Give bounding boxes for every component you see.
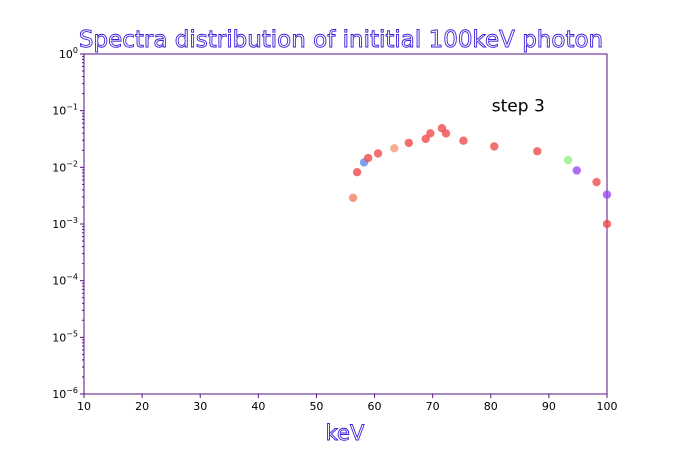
y-tick-label: 10−4 — [52, 273, 78, 288]
y-tick-label: 10−1 — [52, 103, 78, 118]
data-point — [572, 166, 581, 175]
x-tick-label: 60 — [368, 400, 382, 413]
axis-ticks: 10 20 30 40 50 60 70 80 90 100 100 10−1 10−2 10−3 10−4… — [52, 46, 617, 413]
step-annotation: step 3 — [492, 97, 545, 117]
data-point — [421, 134, 430, 144]
data-point — [533, 147, 542, 156]
y-tick-label: 10−5 — [52, 329, 78, 344]
data-point — [602, 219, 612, 229]
data-point — [373, 149, 383, 158]
y-tick-label: 10−3 — [52, 216, 78, 231]
x-tick-label: 40 — [251, 400, 265, 413]
y-tick-label: 100 — [59, 46, 78, 61]
x-tick-label: 90 — [542, 400, 556, 413]
data-point — [490, 142, 499, 151]
data-point — [592, 177, 601, 187]
data-point — [363, 153, 373, 163]
x-tick-label: 70 — [426, 400, 440, 413]
x-tick-label: 30 — [193, 400, 207, 413]
data-point — [390, 144, 399, 153]
x-tick-label: 10 — [77, 400, 91, 413]
data-point — [352, 168, 362, 177]
data-point — [348, 193, 358, 202]
data-point — [404, 138, 414, 148]
chart-title: Spectra distribution of inititial 100keV… — [79, 27, 603, 53]
y-tick-label: 10−6 — [52, 386, 78, 401]
data-point — [441, 129, 451, 138]
x-tick-label: 20 — [135, 400, 149, 413]
data-point — [563, 155, 573, 165]
data-point — [426, 129, 435, 138]
y-tick-label: 10−2 — [52, 159, 78, 174]
data-point — [459, 136, 468, 145]
x-tick-label: 80 — [484, 400, 498, 413]
x-tick-label: 50 — [309, 400, 323, 413]
x-axis-label: keV — [326, 421, 365, 445]
data-points — [348, 124, 612, 229]
data-point — [602, 190, 612, 199]
x-tick-label: 100 — [597, 400, 618, 413]
